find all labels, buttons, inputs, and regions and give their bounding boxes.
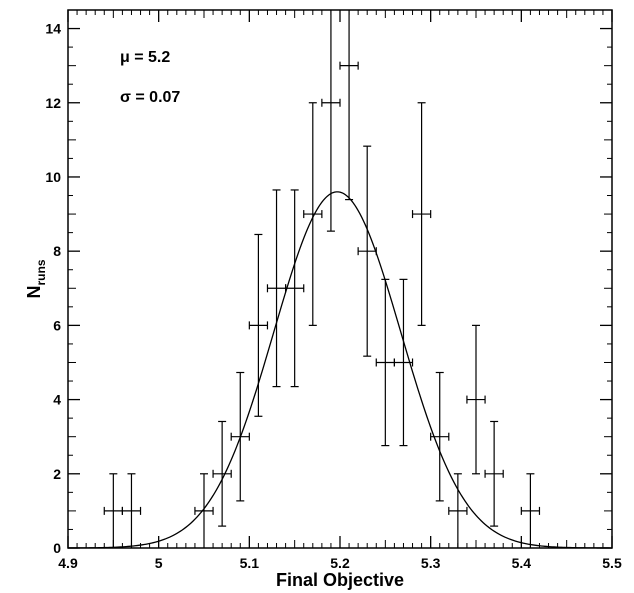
x-tick-label: 5.2 — [330, 555, 350, 571]
data-point — [520, 473, 541, 548]
x-tick-label: 5.1 — [240, 555, 260, 571]
y-tick-labels: 0 2 4 6 8 10 12 14 — [45, 21, 61, 556]
data-point — [212, 420, 232, 527]
gaussian-fit-curve — [67, 191, 612, 549]
data-point — [303, 102, 323, 326]
y-tick-label: 12 — [45, 95, 61, 111]
mu-annotation: μ = 5.2 — [120, 49, 170, 66]
data-point — [375, 278, 395, 447]
y-tick-label: 2 — [53, 466, 61, 482]
data-point — [411, 102, 432, 326]
data-point — [266, 189, 287, 388]
error-bar-series — [103, 10, 541, 548]
y-tick-label: 0 — [53, 540, 61, 556]
y-axis-title-main: N — [24, 286, 44, 299]
data-point — [248, 233, 269, 417]
y-tick-label: 6 — [53, 317, 61, 333]
data-point — [466, 324, 486, 475]
sigma-annotation: σ = 0.07 — [120, 89, 180, 106]
x-tick-labels: 4.9 5 5.1 5.2 5.3 5.4 5.5 — [58, 555, 622, 571]
x-tick-label: 5 — [155, 555, 163, 571]
data-point — [484, 420, 504, 527]
data-point — [103, 473, 124, 548]
data-point — [121, 473, 142, 548]
y-tick-label: 14 — [45, 21, 61, 37]
data-point — [448, 473, 468, 548]
axis-ticks — [67, 9, 613, 549]
y-axis-title: Nruns — [24, 259, 48, 298]
x-tick-label: 5.3 — [421, 555, 441, 571]
y-tick-label: 10 — [45, 169, 61, 185]
x-tick-label: 5.4 — [512, 555, 532, 571]
x-tick-label: 5.5 — [602, 555, 622, 571]
y-tick-label: 4 — [53, 392, 61, 408]
data-point — [194, 473, 214, 548]
x-axis-title: Final Objective — [276, 570, 404, 590]
x-tick-label: 4.9 — [58, 555, 78, 571]
y-axis-title-sub: runs — [34, 259, 48, 285]
data-point — [339, 10, 359, 201]
y-tick-label: 8 — [53, 243, 61, 259]
data-point — [357, 145, 377, 357]
data-point — [285, 189, 305, 388]
